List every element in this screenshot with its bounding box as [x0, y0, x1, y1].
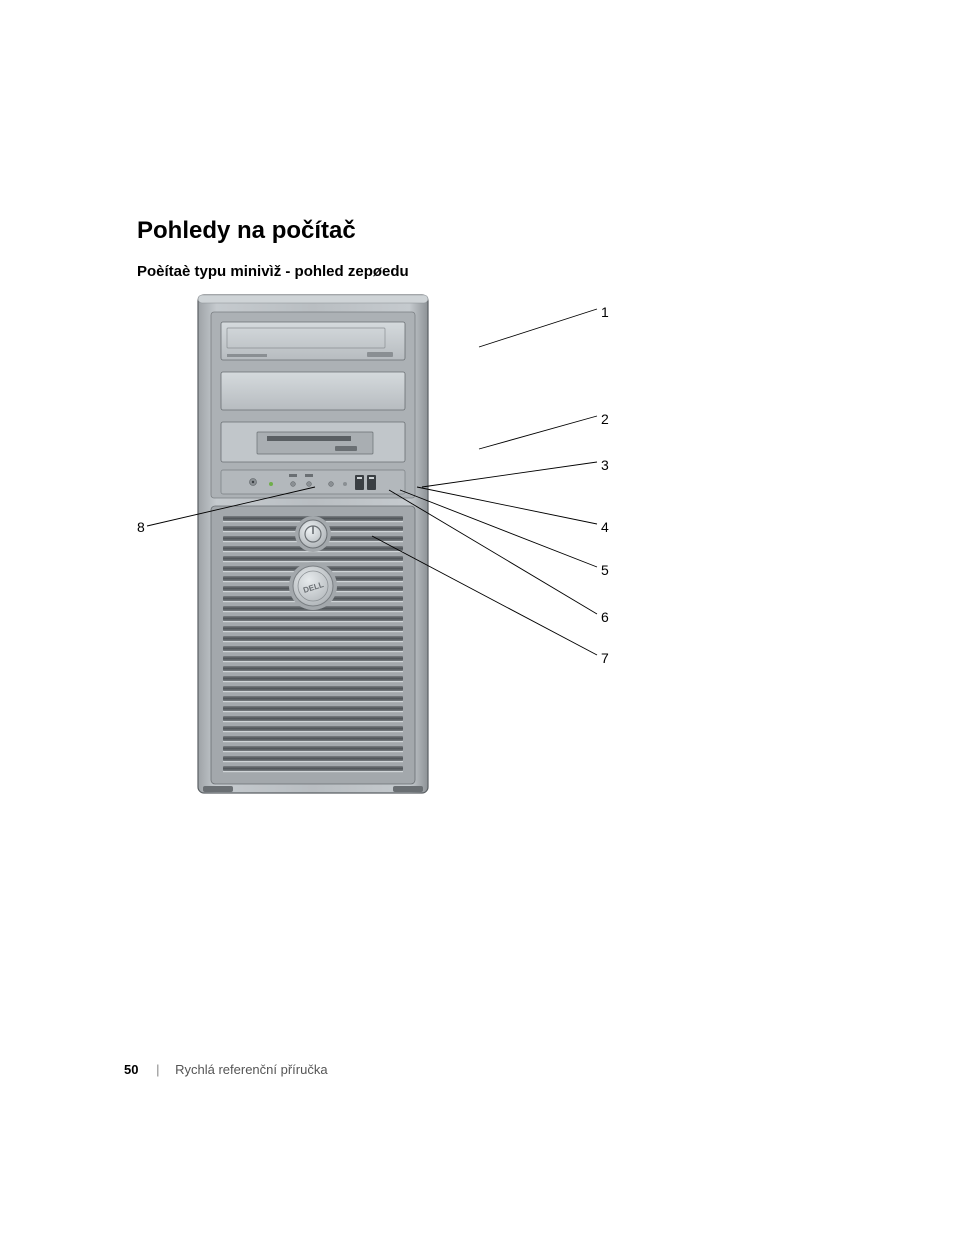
computer-front-figure: DELL 1 2 3 4 5 6 7 8: [137, 294, 817, 834]
footer-separator: |: [156, 1062, 159, 1077]
page-number: 50: [124, 1062, 138, 1077]
callout-number-4: 4: [601, 519, 609, 535]
callout-number-7: 7: [601, 650, 609, 666]
callout-number-2: 2: [601, 411, 609, 427]
tower-illustration: DELL: [197, 294, 429, 794]
section-subheading: Poèítaè typu minivìž - pohled zepøedu: [137, 263, 817, 280]
page-footer: 50 | Rychlá referenční příručka: [124, 1062, 328, 1077]
callout-number-3: 3: [601, 457, 609, 473]
callout-number-6: 6: [601, 609, 609, 625]
callout-number-5: 5: [601, 562, 609, 578]
callout-number-1: 1: [601, 304, 609, 320]
page-heading: Pohledy na počítač: [137, 217, 817, 245]
callout-number-8: 8: [137, 519, 145, 535]
footer-text: Rychlá referenční příručka: [175, 1062, 327, 1077]
